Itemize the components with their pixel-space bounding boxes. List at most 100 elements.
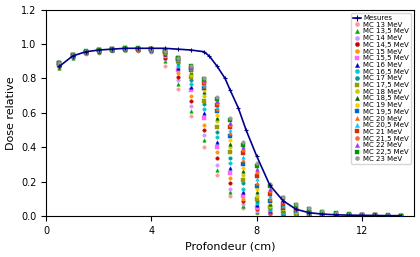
MC 21 MeV xyxy=(83,50,88,53)
MC 15,5 MeV xyxy=(123,48,128,51)
MC 16,5 MeV xyxy=(123,47,128,50)
MC 18 MeV xyxy=(386,214,391,217)
Line: MC 18,5 MeV: MC 18,5 MeV xyxy=(58,47,403,217)
MC 17 MeV xyxy=(320,213,325,216)
Mesures xyxy=(267,184,272,187)
MC 19,5 MeV xyxy=(215,109,220,113)
MC 15 MeV xyxy=(83,51,88,54)
MC 18 MeV xyxy=(399,214,404,217)
MC 16,5 MeV xyxy=(188,82,193,85)
MC 14 MeV xyxy=(70,54,75,58)
MC 22 MeV xyxy=(136,47,141,50)
MC 21 MeV xyxy=(175,57,180,60)
MC 19,5 MeV xyxy=(162,50,167,53)
MC 23 MeV xyxy=(70,53,75,57)
MC 19 MeV xyxy=(281,207,286,210)
MC 16 MeV xyxy=(241,190,246,194)
MC 15,5 MeV xyxy=(202,116,207,120)
MC 22,5 MeV xyxy=(386,214,391,217)
MC 17 MeV xyxy=(149,48,154,51)
MC 14 MeV xyxy=(136,48,141,51)
MC 19,5 MeV xyxy=(96,49,101,52)
MC 15,5 MeV xyxy=(188,89,193,92)
Line: MC 19 MeV: MC 19 MeV xyxy=(58,47,403,217)
MC 21 MeV xyxy=(294,207,299,210)
MC 15 MeV xyxy=(386,214,391,217)
MC 18,5 MeV xyxy=(386,214,391,217)
MC 13,5 MeV xyxy=(110,49,115,52)
MC 13 MeV xyxy=(110,49,115,52)
MC 22 MeV xyxy=(333,212,338,215)
MC 14,5 MeV xyxy=(96,49,101,52)
MC 19,5 MeV xyxy=(281,206,286,209)
MC 14,5 MeV xyxy=(123,48,128,51)
MC 14,5 MeV xyxy=(149,49,154,52)
MC 17 MeV xyxy=(228,156,233,159)
MC 21 MeV xyxy=(307,210,312,213)
MC 13,5 MeV xyxy=(294,214,299,217)
MC 14,5 MeV xyxy=(202,128,207,132)
MC 16,5 MeV xyxy=(175,64,180,67)
MC 16,5 MeV xyxy=(386,214,391,217)
MC 13 MeV xyxy=(346,214,351,217)
MC 22,5 MeV xyxy=(57,61,62,65)
MC 16,5 MeV xyxy=(254,202,259,205)
MC 22,5 MeV xyxy=(83,50,88,53)
MC 21 MeV xyxy=(281,202,286,205)
MC 17 MeV xyxy=(123,47,128,50)
MC 20,5 MeV xyxy=(399,214,404,217)
MC 18 MeV xyxy=(373,214,378,217)
MC 19 MeV xyxy=(175,58,180,61)
MC 17,5 MeV xyxy=(123,47,128,50)
MC 18 MeV xyxy=(70,54,75,57)
MC 23 MeV xyxy=(202,77,207,80)
MC 18,5 MeV xyxy=(320,213,325,216)
MC 13 MeV xyxy=(267,213,272,216)
MC 23 MeV xyxy=(188,64,193,67)
MC 19 MeV xyxy=(333,213,338,216)
MC 19 MeV xyxy=(399,214,404,217)
Mesures xyxy=(281,199,286,202)
MC 17,5 MeV xyxy=(373,214,378,217)
MC 13,5 MeV xyxy=(281,213,286,216)
MC 21,5 MeV xyxy=(162,50,167,53)
MC 16 MeV xyxy=(386,214,391,217)
MC 23 MeV xyxy=(57,61,62,65)
MC 14 MeV xyxy=(202,134,207,137)
MC 21 MeV xyxy=(267,192,272,195)
MC 19,5 MeV xyxy=(188,68,193,71)
MC 21 MeV xyxy=(333,213,338,216)
MC 14,5 MeV xyxy=(57,65,62,68)
MC 15 MeV xyxy=(307,213,312,216)
MC 21,5 MeV xyxy=(333,212,338,215)
Line: MC 20,5 MeV: MC 20,5 MeV xyxy=(58,47,403,217)
MC 22,5 MeV xyxy=(241,143,246,146)
MC 16 MeV xyxy=(83,50,88,53)
MC 18 MeV xyxy=(162,50,167,53)
Mesures xyxy=(215,65,220,68)
MC 20,5 MeV xyxy=(386,214,391,217)
MC 15 MeV xyxy=(228,177,233,180)
MC 19,5 MeV xyxy=(333,213,338,216)
MC 13 MeV xyxy=(188,115,193,118)
Mesures xyxy=(175,48,180,51)
MC 23 MeV xyxy=(162,49,167,52)
Mesures xyxy=(386,214,391,217)
MC 14,5 MeV xyxy=(70,54,75,58)
MC 20,5 MeV xyxy=(307,210,312,214)
MC 13 MeV xyxy=(83,53,88,56)
MC 16 MeV xyxy=(307,213,312,216)
MC 21 MeV xyxy=(399,214,404,217)
MC 14,5 MeV xyxy=(162,56,167,59)
MC 20 MeV xyxy=(70,54,75,57)
MC 19 MeV xyxy=(320,213,325,216)
MC 13,5 MeV xyxy=(360,214,365,217)
MC 16 MeV xyxy=(202,111,207,114)
MC 21 MeV xyxy=(123,47,128,50)
MC 15 MeV xyxy=(373,214,378,217)
MC 22,5 MeV xyxy=(123,47,128,50)
MC 20 MeV xyxy=(215,107,220,110)
MC 20,5 MeV xyxy=(228,128,233,132)
MC 22 MeV xyxy=(162,49,167,52)
MC 17 MeV xyxy=(241,182,246,185)
